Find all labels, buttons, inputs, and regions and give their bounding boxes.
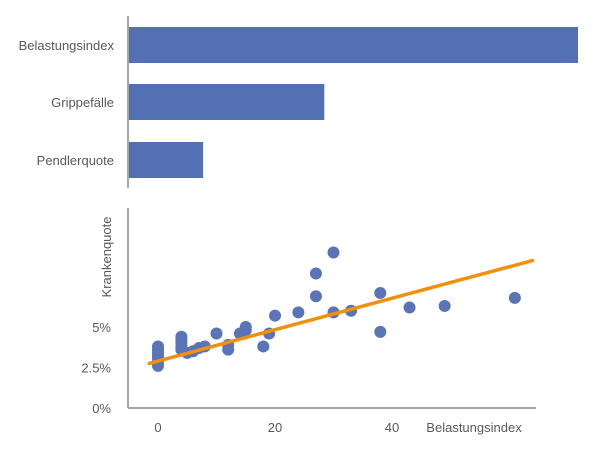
scatter-point — [438, 299, 451, 312]
x-axis-label: Belastungsindex — [426, 420, 522, 435]
bar-category-label: Grippefälle — [51, 95, 114, 110]
y-tick-label: 0% — [92, 401, 111, 416]
scatter-point — [269, 309, 281, 322]
x-tick-label: 20 — [268, 420, 282, 435]
scatter-point — [152, 340, 164, 353]
bar-category-label: Pendlerquote — [37, 153, 114, 168]
scatter-point — [309, 290, 322, 303]
scatter-point — [239, 321, 252, 333]
scatter-point — [309, 267, 322, 280]
y-tick-label: 5% — [92, 320, 111, 335]
scatter-chart: 0% 2.5% 5% 0 20 40 Krankenquote Belastungsindex — [81, 208, 536, 435]
y-tick-label: 2.5% — [81, 361, 111, 376]
x-tick-label: 40 — [385, 420, 399, 435]
scatter-point — [508, 291, 521, 304]
x-tick-label: 0 — [154, 420, 161, 435]
scatter-point — [374, 286, 387, 299]
scatter-point — [292, 306, 305, 319]
bar — [129, 142, 204, 178]
trend-line — [147, 258, 535, 366]
y-axis-label: Krankenquote — [99, 217, 114, 298]
bar-chart: Belastungsindex Grippefälle Pendlerquote — [19, 16, 578, 188]
scatter-point — [175, 330, 188, 343]
scatter-point — [374, 325, 387, 338]
bar — [129, 27, 578, 63]
scatter-point — [257, 340, 270, 353]
scatter-point — [403, 301, 416, 314]
scatter-point — [327, 246, 340, 259]
bar — [129, 84, 325, 120]
scatter-point — [210, 327, 223, 340]
bar-category-label: Belastungsindex — [19, 38, 115, 53]
